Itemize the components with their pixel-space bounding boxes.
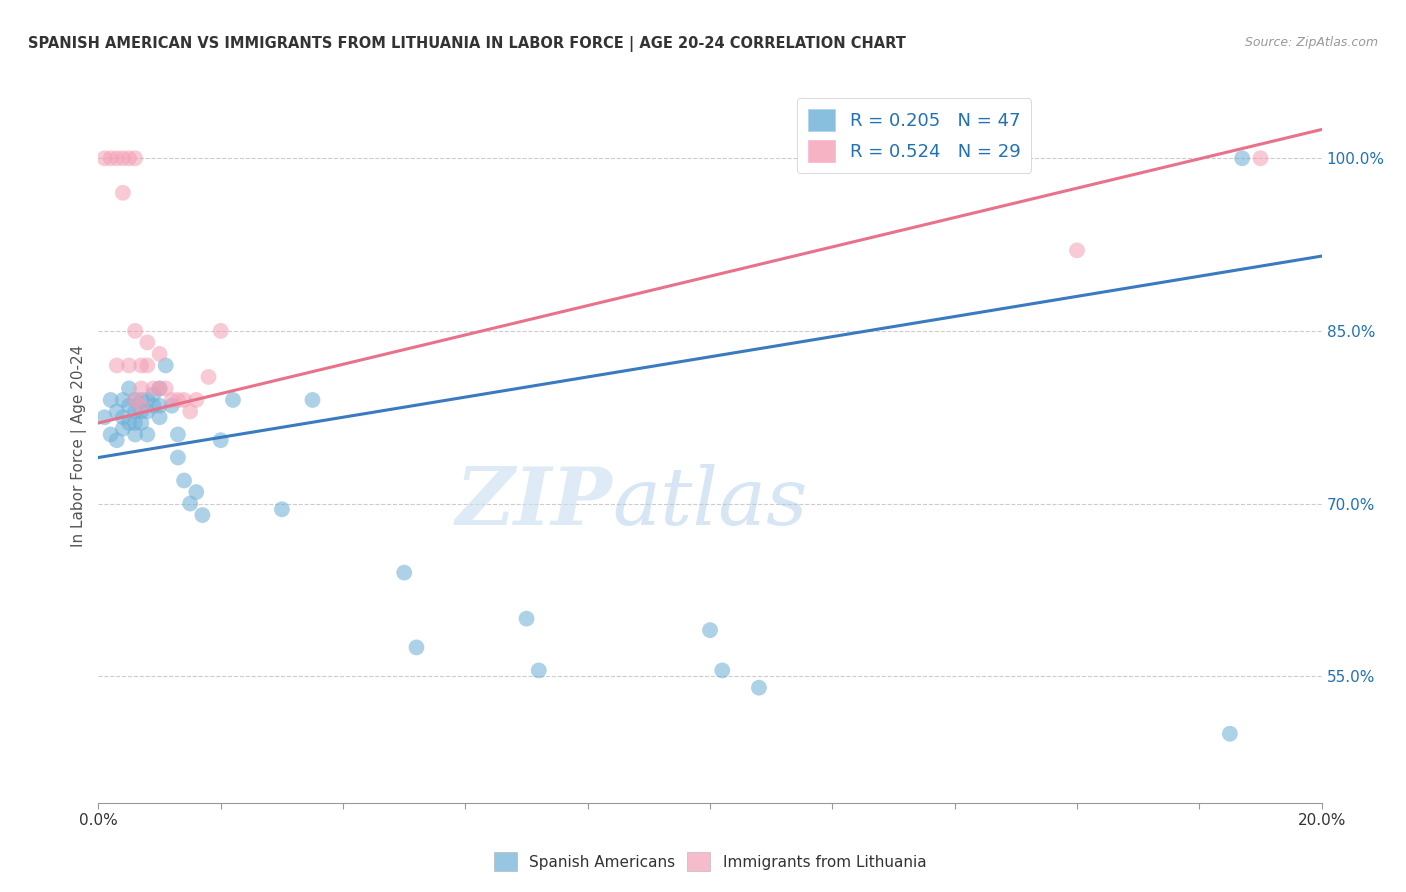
Point [136, 392, 159, 407]
Point [118, 151, 141, 165]
Point [129, 404, 152, 418]
Point [179, 404, 201, 418]
Text: SPANISH AMERICAN VS IMMIGRANTS FROM LITHUANIA IN LABOR FORCE | AGE 20-24 CORRELA: SPANISH AMERICAN VS IMMIGRANTS FROM LITH… [28, 36, 905, 52]
Point [111, 151, 134, 165]
Point [111, 422, 134, 436]
Point [149, 381, 172, 395]
Point [142, 399, 165, 413]
Y-axis label: In Labor Force | Age 20-24: In Labor Force | Age 20-24 [72, 345, 87, 547]
Point [209, 324, 232, 338]
Point [118, 359, 141, 373]
Point [129, 399, 152, 413]
Point [405, 640, 427, 655]
Point [711, 664, 734, 678]
Point [100, 392, 122, 407]
Point [160, 399, 183, 413]
Point [111, 186, 134, 200]
Point [149, 410, 172, 425]
Text: Source: ZipAtlas.com: Source: ZipAtlas.com [1244, 36, 1378, 49]
Point [118, 416, 141, 430]
Point [173, 392, 195, 407]
Point [118, 381, 141, 395]
Point [124, 392, 146, 407]
Point [105, 434, 128, 448]
Point [167, 392, 190, 407]
Point [124, 324, 146, 338]
Point [167, 427, 190, 442]
Point [93, 410, 115, 425]
Point [93, 151, 115, 165]
Point [124, 151, 146, 165]
Point [136, 427, 159, 442]
Text: atlas: atlas [612, 465, 807, 541]
Point [699, 623, 721, 637]
Point [179, 497, 201, 511]
Point [155, 359, 177, 373]
Point [197, 370, 219, 384]
Point [1219, 727, 1241, 741]
Point [149, 347, 172, 361]
Point [1066, 244, 1088, 258]
Point [129, 392, 152, 407]
Point [155, 381, 177, 395]
Point [124, 427, 146, 442]
Point [527, 664, 550, 678]
Point [100, 151, 122, 165]
Point [301, 392, 323, 407]
Point [173, 474, 195, 488]
Text: ZIP: ZIP [456, 465, 612, 541]
Point [105, 359, 128, 373]
Point [100, 427, 122, 442]
Point [222, 392, 245, 407]
Point [142, 381, 165, 395]
Point [209, 434, 232, 448]
Point [392, 566, 416, 580]
Point [270, 502, 292, 516]
Point [111, 392, 134, 407]
Point [149, 399, 172, 413]
Point [124, 392, 146, 407]
Point [186, 392, 208, 407]
Point [136, 335, 159, 350]
Point [136, 404, 159, 418]
Point [748, 681, 770, 695]
Point [160, 392, 183, 407]
Point [111, 410, 134, 425]
Point [105, 151, 128, 165]
Point [118, 399, 141, 413]
Point [129, 381, 152, 395]
Point [516, 612, 538, 626]
Point [149, 381, 172, 395]
Point [124, 404, 146, 418]
Point [1230, 151, 1253, 165]
Point [186, 485, 208, 500]
Point [191, 508, 214, 522]
Point [1249, 151, 1271, 165]
Point [129, 359, 152, 373]
Point [136, 359, 159, 373]
Point [167, 450, 190, 465]
Point [124, 416, 146, 430]
Legend: Spanish Americans, Immigrants from Lithuania: Spanish Americans, Immigrants from Lithu… [488, 847, 932, 877]
Point [105, 404, 128, 418]
Point [142, 387, 165, 401]
Point [129, 416, 152, 430]
